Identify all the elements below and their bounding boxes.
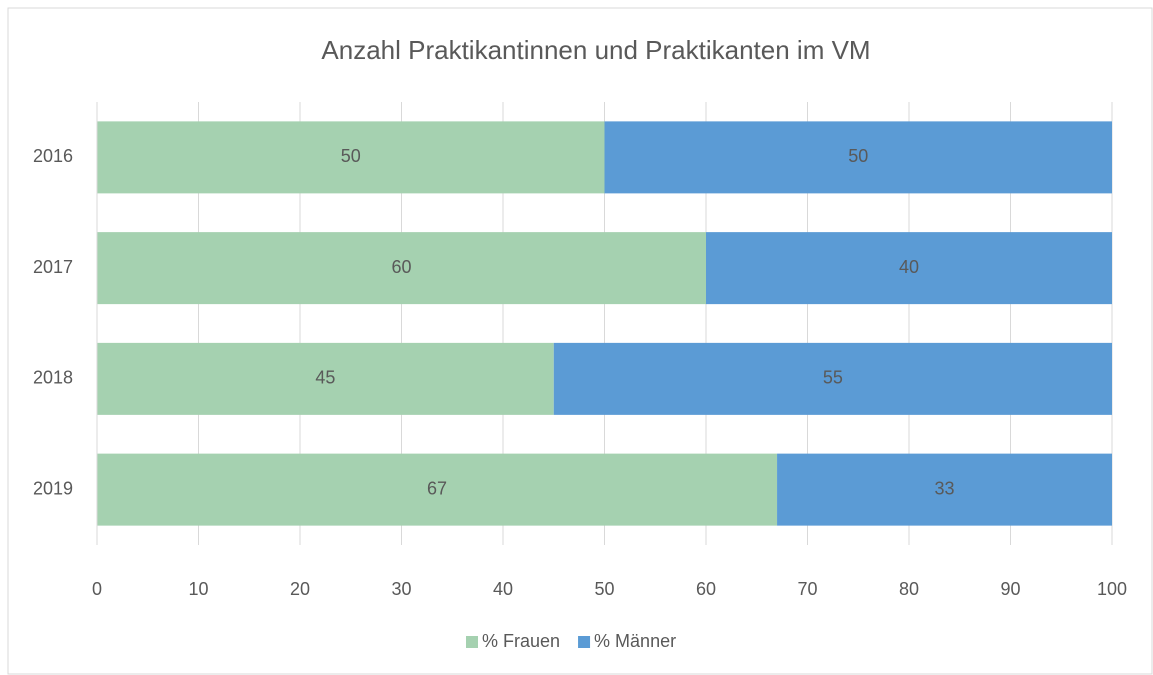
bar	[97, 342, 554, 415]
y-tick-label: 2016	[33, 146, 73, 166]
legend-swatch	[578, 636, 591, 648]
legend-swatch	[466, 636, 478, 648]
data-label: 50	[341, 146, 361, 166]
x-tick-label: 70	[797, 579, 817, 599]
x-tick-label: 30	[391, 579, 411, 599]
data-label: 60	[391, 257, 411, 277]
y-tick-label: 2018	[33, 368, 73, 388]
bar	[97, 453, 778, 526]
x-tick-label: 60	[696, 579, 716, 599]
data-label: 45	[315, 368, 335, 388]
data-label: 40	[899, 257, 919, 277]
data-label: 55	[823, 368, 843, 388]
x-tick-label: 10	[188, 579, 208, 599]
data-label: 33	[935, 478, 955, 498]
data-label: 50	[848, 146, 868, 166]
bar	[97, 121, 605, 194]
bar	[777, 453, 1112, 526]
y-tick-label: 2017	[33, 257, 73, 277]
bar	[706, 232, 1112, 305]
bar	[97, 232, 706, 305]
x-tick-label: 40	[493, 579, 513, 599]
legend-label: % Männer	[594, 631, 676, 651]
chart-frame	[7, 7, 1153, 675]
x-tick-label: 100	[1097, 579, 1127, 599]
x-tick-label: 50	[594, 579, 614, 599]
y-tick-label: 2019	[33, 478, 73, 498]
bar	[553, 342, 1112, 415]
bar	[604, 121, 1112, 194]
x-tick-label: 80	[899, 579, 919, 599]
x-tick-label: 90	[1000, 579, 1020, 599]
chart-title: Anzahl Praktikantinnen und Praktikanten …	[321, 35, 870, 65]
x-tick-label: 20	[290, 579, 310, 599]
data-label: 67	[427, 478, 447, 498]
legend-label: % Frauen	[482, 631, 560, 651]
x-tick-label: 0	[92, 579, 102, 599]
